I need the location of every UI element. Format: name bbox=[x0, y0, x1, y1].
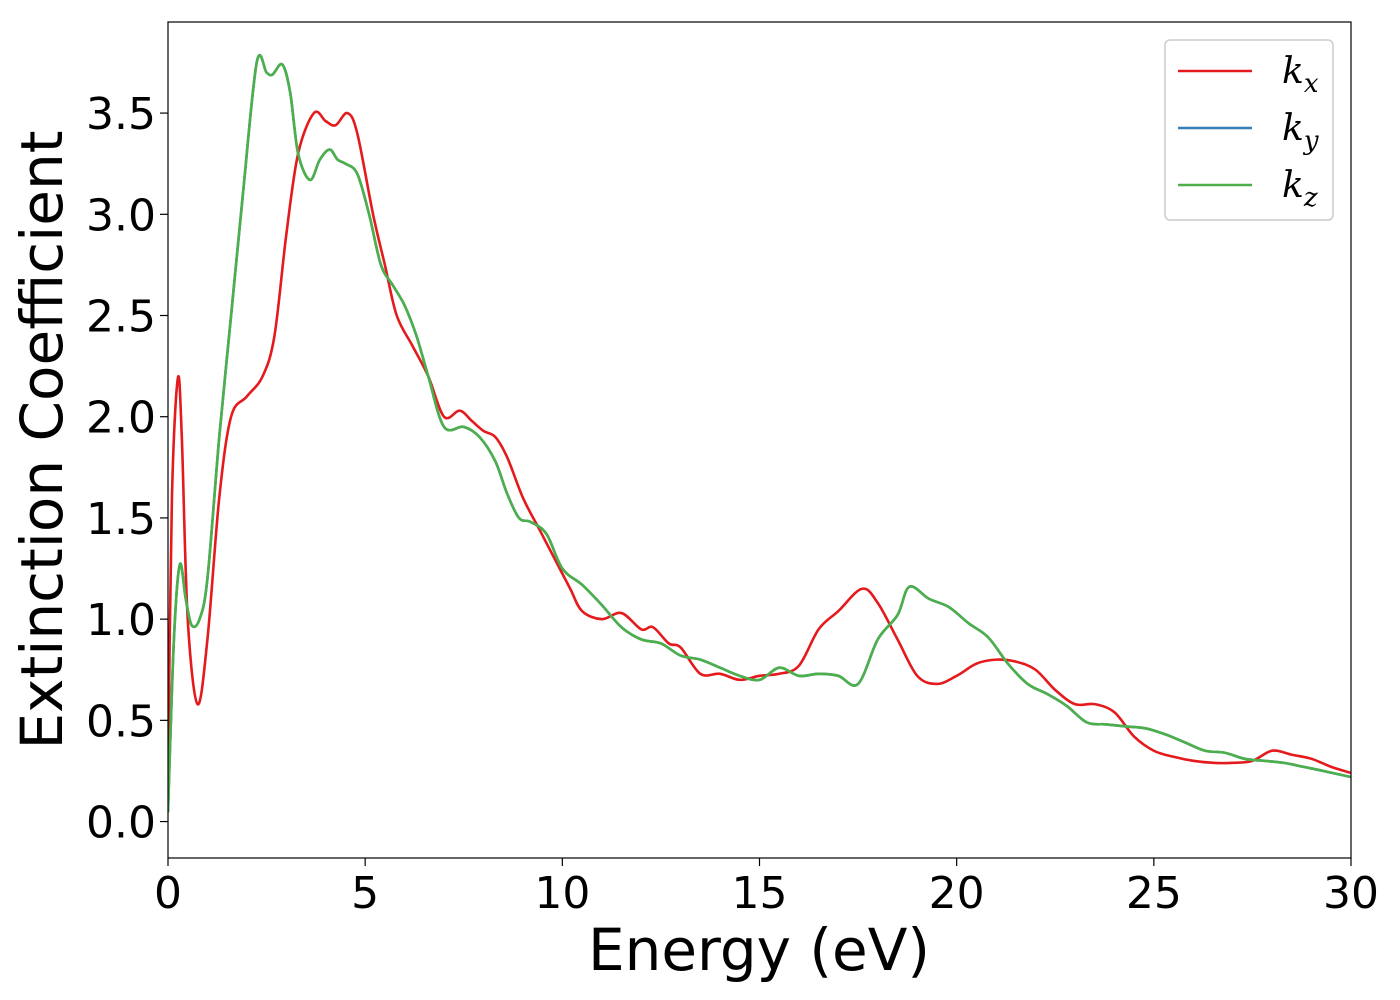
x-axis-label: Energy (eV) bbox=[588, 916, 930, 984]
x-tick-label: 15 bbox=[732, 868, 788, 919]
series-line-k-x bbox=[168, 110, 1351, 783]
x-tick-label: 0 bbox=[154, 868, 182, 919]
plot-background bbox=[168, 22, 1351, 858]
legend-label-base: k bbox=[1282, 108, 1304, 149]
series-line-k-z bbox=[168, 53, 1351, 813]
legend-label-k-y: ky bbox=[1282, 108, 1319, 156]
y-tick-label: 0.5 bbox=[86, 696, 156, 747]
legend-box bbox=[1164, 39, 1334, 221]
y-tick-label: 0.0 bbox=[86, 798, 156, 849]
x-tick-label: 30 bbox=[1323, 868, 1379, 919]
x-axis-ticks: 0 5 10 15 20 25 30 bbox=[154, 858, 1379, 919]
series-layer bbox=[168, 53, 1351, 813]
y-tick-label: 1.0 bbox=[86, 595, 156, 646]
legend-label-base: k bbox=[1282, 165, 1304, 206]
y-axis-ticks: 0.0 0.5 1.0 1.5 2.0 2.5 3.0 3.5 bbox=[86, 89, 168, 849]
y-tick-label: 3.0 bbox=[86, 190, 156, 241]
legend-label-k-x: kx bbox=[1282, 51, 1319, 99]
y-axis-label: Extinction Coefficient bbox=[8, 131, 76, 750]
legend-label-subscript: z bbox=[1303, 183, 1318, 213]
legend-label-subscript: x bbox=[1304, 69, 1319, 99]
legend-label-subscript: y bbox=[1303, 126, 1319, 156]
y-tick-label: 2.5 bbox=[86, 292, 156, 343]
x-tick-label: 25 bbox=[1126, 868, 1182, 919]
x-tick-label: 10 bbox=[534, 868, 590, 919]
y-tick-label: 1.5 bbox=[86, 494, 156, 545]
y-tick-label: 2.0 bbox=[86, 393, 156, 444]
x-tick-label: 20 bbox=[929, 868, 985, 919]
legend-label-base: k bbox=[1282, 51, 1304, 92]
x-tick-label: 5 bbox=[351, 868, 379, 919]
y-tick-label: 3.5 bbox=[86, 89, 156, 140]
legend-label-k-z: kz bbox=[1282, 165, 1318, 213]
